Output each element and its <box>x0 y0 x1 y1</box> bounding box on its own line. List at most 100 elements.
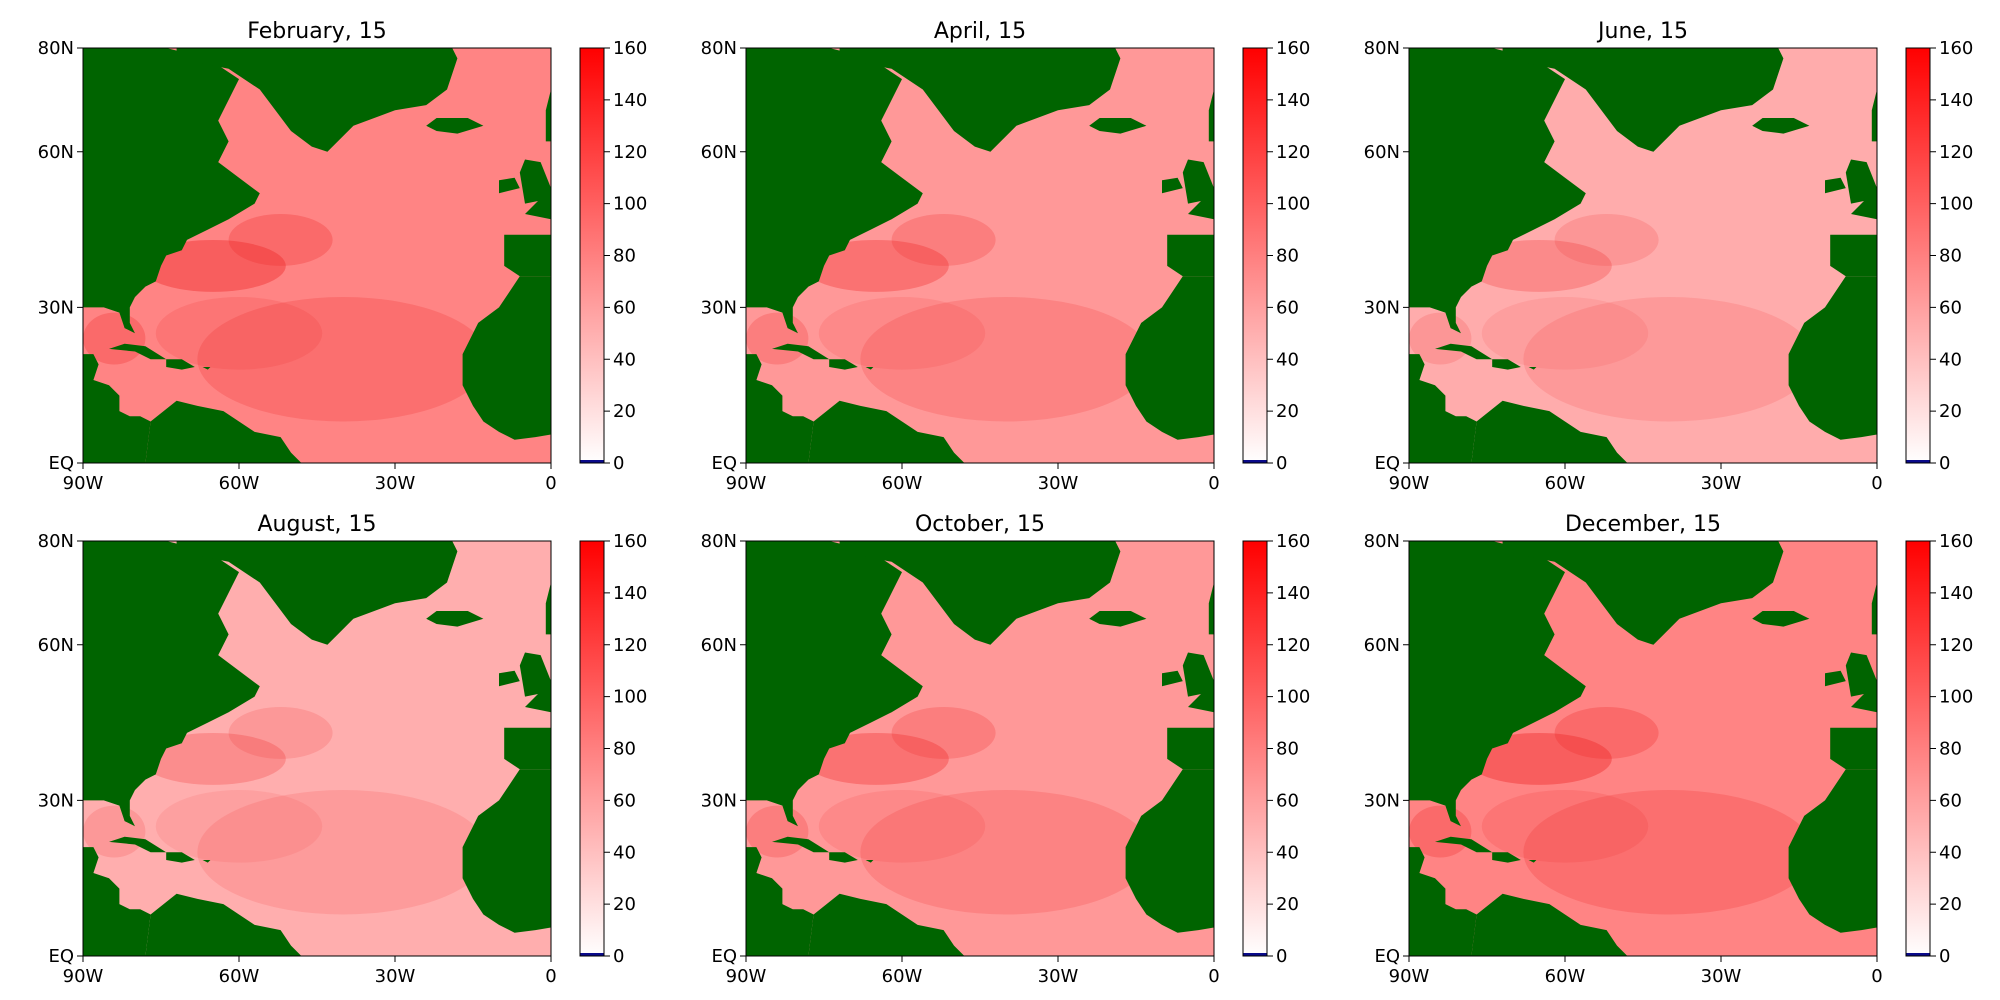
x-tick-label: 90W <box>63 473 104 494</box>
ocean-anomaly <box>1554 214 1659 266</box>
y-tick-label: 60N <box>38 635 74 656</box>
colorbar-tick-label: 0 <box>613 946 624 967</box>
land <box>1845 652 1877 697</box>
land-mask <box>1409 48 1877 463</box>
land <box>1528 367 1537 370</box>
colorbar-tick-label: 140 <box>1276 90 1310 111</box>
colorbar-tick-label: 60 <box>613 790 636 811</box>
ocean-anomaly <box>803 239 949 292</box>
colorbar-tick-label: 20 <box>1276 401 1299 422</box>
x-tick-label: 0 <box>545 966 556 987</box>
land <box>1871 89 1877 142</box>
colorbar-tick-label: 80 <box>613 739 636 760</box>
y-tick-label: 30N <box>701 297 737 318</box>
colorbar-tick-label: 100 <box>1276 687 1310 708</box>
land <box>1188 691 1214 713</box>
colorbar-tick-label: 60 <box>1276 790 1299 811</box>
y-tick-label: 80N <box>1364 38 1400 59</box>
land <box>519 159 551 204</box>
land <box>109 343 167 360</box>
ocean-anomaly <box>197 297 489 422</box>
ocean-anomaly <box>155 297 323 370</box>
colorbar-tick-label: 140 <box>613 583 647 604</box>
land <box>202 367 211 370</box>
ocean-anomaly <box>197 790 489 915</box>
land <box>746 541 923 827</box>
ocean-anomaly <box>1481 790 1649 863</box>
colorbar-tick-label: 20 <box>1276 894 1299 915</box>
colorbar-tick-label: 140 <box>1939 90 1973 111</box>
y-tick-label: 30N <box>38 790 74 811</box>
x-tick-label: 60W <box>1545 966 1586 987</box>
colorbar-tick-label: 80 <box>1276 246 1299 267</box>
ocean-anomaly <box>155 790 323 863</box>
x-tick-label: 60W <box>219 473 260 494</box>
colorbar-under-band <box>580 460 604 463</box>
land <box>504 727 551 770</box>
land <box>829 852 858 863</box>
ocean-anomaly <box>228 214 333 266</box>
land <box>808 400 965 463</box>
land <box>83 48 260 334</box>
ocean-anomaly <box>860 790 1152 915</box>
panel: February, 15 90W 60W 30W 0 EQ 30N 60N 80N 0 20 40 60… <box>38 19 648 494</box>
y-tick-label: 30N <box>1364 297 1400 318</box>
y-tick-label: 30N <box>1364 790 1400 811</box>
ocean-anomaly <box>140 239 286 292</box>
land <box>1208 89 1214 142</box>
y-tick-label: 80N <box>701 38 737 59</box>
land <box>1125 276 1214 440</box>
land <box>1409 48 1586 334</box>
land <box>1492 359 1521 370</box>
colorbar-tick-label: 100 <box>1276 194 1310 215</box>
colorbar-tick-label: 20 <box>613 894 636 915</box>
land <box>1167 727 1214 770</box>
colorbar-tick-label: 120 <box>613 635 647 656</box>
colorbar-under-band <box>580 953 604 956</box>
colorbar-tick-label: 0 <box>1276 946 1287 967</box>
land <box>1528 860 1537 863</box>
x-tick-label: 30W <box>1038 966 1079 987</box>
ocean-anomaly <box>1554 707 1659 759</box>
land <box>499 670 520 687</box>
ocean-anomaly <box>140 732 286 785</box>
y-tick-label: 30N <box>701 790 737 811</box>
land <box>499 177 520 194</box>
y-tick-label: EQ <box>48 453 74 474</box>
colorbar-under-band <box>1243 460 1267 463</box>
x-tick-label: 90W <box>63 966 104 987</box>
colorbar-tick-label: 0 <box>613 453 624 474</box>
colorbar-under-band <box>1243 953 1267 956</box>
land-mask <box>83 48 551 463</box>
land <box>109 836 167 853</box>
colorbar-tick-label: 140 <box>613 90 647 111</box>
land <box>1825 177 1846 194</box>
ocean-anomaly <box>818 297 986 370</box>
x-tick-label: 90W <box>1389 473 1430 494</box>
x-tick-label: 30W <box>375 966 416 987</box>
land <box>746 48 923 334</box>
y-tick-label: 60N <box>701 635 737 656</box>
x-tick-label: 90W <box>1389 966 1430 987</box>
land <box>1830 727 1877 770</box>
x-tick-label: 30W <box>1038 473 1079 494</box>
x-tick-label: 0 <box>1208 966 1219 987</box>
colorbar <box>1906 48 1930 463</box>
colorbar-tick-label: 60 <box>1276 297 1299 318</box>
land <box>202 860 211 863</box>
x-tick-label: 0 <box>1871 966 1882 987</box>
land <box>1871 582 1877 635</box>
land <box>1167 234 1214 277</box>
land <box>1125 769 1214 933</box>
axes-frame <box>82 540 552 957</box>
land <box>145 893 302 956</box>
x-tick-label: 60W <box>882 473 923 494</box>
land <box>746 354 814 463</box>
colorbar-tick-label: 120 <box>1276 142 1310 163</box>
colorbar-tick-label: 60 <box>613 297 636 318</box>
ocean-anomaly <box>1466 239 1612 292</box>
axes-frame <box>745 47 1215 464</box>
y-tick-label: 30N <box>38 297 74 318</box>
land <box>1089 611 1147 627</box>
